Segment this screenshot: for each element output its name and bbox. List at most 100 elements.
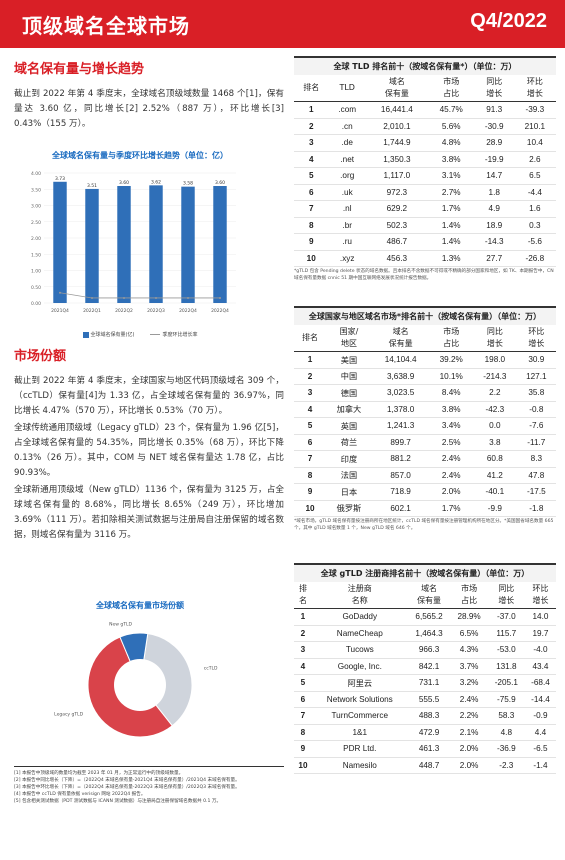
table-cell: 2.0% — [429, 483, 474, 501]
page-title: 顶级域名全球市场 — [22, 14, 190, 38]
table-cell: 美国 — [326, 351, 372, 369]
table-cell: 899.7 — [371, 434, 430, 451]
table-cell: 荷兰 — [326, 434, 372, 451]
table-cell: 1&1 — [311, 724, 408, 741]
growth-point — [155, 296, 157, 299]
table-cell: 1 — [294, 101, 329, 119]
share-chart-svg: ccTLD Legacy gTLD New gTLD — [54, 621, 218, 738]
table-cell: 27.7 — [474, 250, 514, 267]
table-cell: 3.4% — [429, 417, 474, 435]
bar-value-label: 3.51 — [87, 183, 97, 189]
table-cell: 9 — [294, 483, 327, 501]
table-cell: 1.6 — [513, 200, 556, 218]
table-cell: 2.6 — [513, 151, 556, 168]
table-cell: 198.0 — [473, 351, 517, 369]
table-cell: 10.4 — [513, 134, 556, 152]
table-cell: 486.7 — [365, 233, 428, 251]
table-cell: .de — [328, 134, 366, 152]
table3-header-5: 环比 增长 — [524, 582, 556, 609]
table-cell: .com — [328, 101, 366, 119]
share-paragraph-2: 全球传统通用顶级域（Legacy gTLD）23 个，保有量为 1.96 亿[5… — [14, 423, 284, 478]
table-row: 6 .uk 972.3 2.7% 1.8 -4.4 — [294, 184, 556, 201]
table-cell: 7 — [294, 707, 312, 725]
table-row: 9 日本 718.9 2.0% -40.1 -17.5 — [294, 483, 556, 501]
pie-label: New gTLD — [109, 621, 132, 627]
table-cell: -4.4 — [513, 184, 556, 201]
table-cell: 9 — [294, 233, 329, 251]
table-cell: PDR Ltd. — [311, 740, 408, 758]
table3-header-0: 排 名 — [294, 582, 312, 609]
table-cell: 41.2 — [473, 467, 517, 484]
table-cell: 10.1% — [429, 368, 474, 385]
table-cell: 1 — [294, 608, 312, 626]
table-cell: -17.5 — [516, 483, 556, 501]
pie-label: Legacy gTLD — [54, 711, 83, 717]
legend-line: 季度环比增长率 — [150, 331, 197, 338]
table-cell: 16,441.4 — [365, 101, 428, 119]
table-cell: 14.0 — [524, 608, 556, 626]
table-cell: -9.9 — [473, 500, 517, 517]
bar — [117, 186, 131, 303]
table-cell: 0.0 — [473, 417, 517, 435]
market-share-section: 市场份额 截止到 2022 年第 4 季度末，全球国家与地区代码顶级域名 309… — [14, 345, 284, 543]
table-row: 9 PDR Ltd. 461.3 2.0% -36.9 -6.5 — [294, 740, 556, 758]
country-ranking-panel: 全球国家与地区域名市场*排名前十（按域名保有量）（单位：万） 排名 国家/ 地区域… — [294, 306, 556, 532]
table-cell: 5.6% — [427, 118, 475, 135]
table-cell: 18.9 — [474, 217, 514, 234]
country-table-title: 全球国家与地区域名市场*排名前十（按域名保有量）（单位：万） — [294, 306, 556, 325]
table-cell: 5 — [294, 417, 327, 435]
table-cell: 28.9 — [474, 134, 514, 152]
table-cell: 2 — [294, 118, 329, 135]
table-cell: 德国 — [326, 384, 372, 402]
table-cell: -68.4 — [524, 674, 556, 692]
table-cell: 58.3 — [487, 707, 525, 725]
table-cell: .cn — [328, 118, 366, 135]
table-cell: 4 — [294, 151, 329, 168]
table-cell: 30.9 — [516, 351, 556, 369]
growth-point — [219, 296, 221, 299]
table-row: 4 Google, Inc. 842.1 3.7% 131.8 43.4 — [294, 658, 556, 675]
table-cell: 2.5% — [429, 434, 474, 451]
table-cell: 131.8 — [487, 658, 525, 675]
y-tick-label: 3.00 — [31, 204, 41, 210]
table-cell: Namesilo — [311, 757, 408, 774]
table2-header-2: 域名 保有量 — [371, 325, 430, 352]
table-cell: -30.9 — [474, 118, 514, 135]
growth-point — [123, 296, 125, 299]
footnote-4: [4] 本报告中 ccTLD 保有量依据 verisign 网站 2022Q4 … — [14, 792, 146, 797]
table-cell: 45.7% — [427, 101, 475, 119]
table2-header-4: 同比 增长 — [473, 325, 517, 352]
period-label: Q4/2022 — [470, 10, 547, 32]
footnote-2: [2] 本报告中同比增长（下降）=（2022Q4 末域名保有量-2021Q4 末… — [14, 778, 240, 783]
table-cell: 4.3% — [450, 641, 488, 659]
table-cell: 6,565.2 — [407, 608, 451, 626]
table-cell: 448.7 — [407, 757, 451, 774]
y-tick-label: 4.00 — [31, 171, 41, 177]
table-cell: 3.8 — [473, 434, 517, 451]
table-cell: 1,117.0 — [365, 167, 428, 185]
table-cell: 5 — [294, 674, 312, 692]
y-tick-label: 2.50 — [31, 220, 41, 226]
table-cell: 1.7% — [429, 500, 474, 517]
table-cell: TurnCommerce — [311, 707, 408, 725]
table3-header-4: 同比 增长 — [487, 582, 525, 609]
legend-swatch-bar — [82, 331, 89, 338]
table-cell: 4.8 — [487, 724, 525, 741]
table-cell: 10 — [294, 500, 327, 517]
table-cell: 3 — [294, 134, 329, 152]
tld-ranking-panel: 全球 TLD 排名前十（按域名保有量*）（单位：万） 排名 TLD 域名 保有量 市场… — [294, 56, 556, 282]
table-cell: 857.0 — [371, 467, 430, 484]
tld-table: 排名 TLD 域名 保有量 市场 占比 同比 增长 环比 增长 1 .com 16,441.4… — [294, 75, 556, 267]
growth-point — [59, 291, 61, 294]
footnote-1: [1] 本报告中顶级域的数量均为截至 2023 年 01 月，为正常运行中的顶级… — [14, 771, 184, 776]
table-cell: GoDaddy — [311, 608, 408, 626]
table-cell: 6 — [294, 184, 329, 201]
table-cell: -40.1 — [473, 483, 517, 501]
growth-point — [187, 296, 189, 299]
share-chart: 全球域名保有量市场份额 ccTLD Legacy gTLD New gTLD — [22, 600, 258, 760]
table-cell: 629.2 — [365, 200, 428, 218]
table-cell: 2 — [294, 625, 312, 642]
table3-header-3: 市场 占比 — [450, 582, 488, 609]
table-cell: -1.8 — [516, 500, 556, 517]
table-cell: -205.1 — [487, 674, 525, 692]
